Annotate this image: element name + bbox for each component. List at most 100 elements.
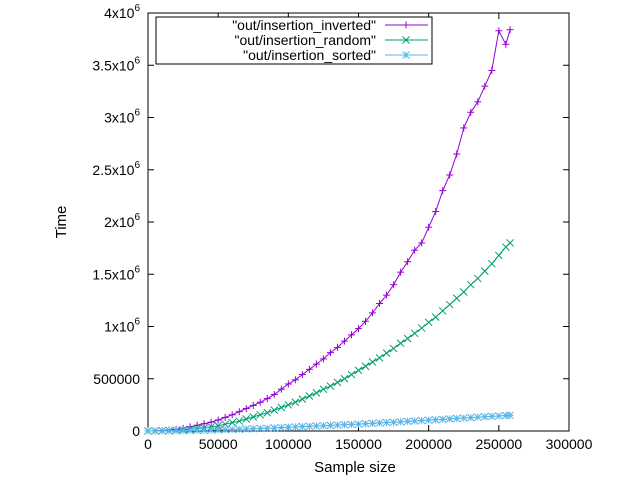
series-2: [144, 411, 514, 435]
series-layer: [144, 26, 514, 435]
y-tick-label: 3.5x106: [92, 55, 140, 73]
y-tick-label: 4x106: [104, 3, 140, 21]
data-point: [459, 288, 468, 296]
data-point: [411, 246, 419, 254]
data-point: [355, 325, 362, 333]
data-point: [340, 337, 348, 345]
data-point: [452, 414, 461, 423]
data-point: [242, 405, 250, 413]
data-point: [179, 426, 187, 435]
data-point: [270, 390, 278, 398]
data-point: [403, 334, 412, 343]
legend-label: "out/insertion_inverted": [232, 17, 376, 33]
data-point: [291, 376, 299, 384]
data-point: [431, 313, 440, 321]
data-point: [502, 40, 510, 48]
data-point: [256, 410, 265, 419]
data-point: [389, 418, 398, 427]
data-point: [354, 366, 363, 375]
y-tick-label-exponent: 6: [134, 108, 140, 119]
data-point: [347, 370, 356, 379]
data-point: [298, 422, 307, 431]
data-point: [445, 415, 454, 423]
data-point: [144, 427, 152, 435]
data-point: [390, 281, 398, 289]
data-point: [158, 427, 166, 435]
data-point: [326, 421, 335, 430]
data-point: [291, 423, 300, 431]
data-point: [242, 425, 251, 433]
data-point: [249, 401, 257, 409]
legend-label: "out/insertion_sorted": [243, 47, 376, 63]
data-point: [466, 280, 475, 289]
y-tick-label-base: 1x10: [104, 319, 135, 335]
data-point: [228, 411, 236, 419]
data-point: [453, 150, 461, 158]
data-point: [417, 416, 426, 425]
data-point: [333, 421, 342, 429]
data-point: [438, 415, 447, 424]
data-point: [487, 259, 496, 268]
data-point: [305, 365, 313, 373]
legend-marker: [402, 21, 410, 29]
data-point: [256, 398, 264, 406]
data-point: [305, 422, 314, 431]
legend-label: "out/insertion_random": [235, 32, 376, 48]
y-tick-label-exponent: 6: [134, 160, 140, 171]
data-point: [481, 82, 489, 90]
data-point: [263, 395, 271, 403]
data-point: [439, 187, 447, 195]
data-point: [347, 420, 356, 429]
data-point: [382, 349, 391, 358]
data-point: [333, 343, 341, 351]
x-axis-label: Sample size: [314, 459, 396, 476]
y-tick-label-base: 2.5x10: [92, 162, 134, 178]
data-point: [361, 419, 370, 428]
y-tick-label: 3x106: [104, 108, 140, 126]
data-point: [452, 294, 461, 303]
series-1: [144, 239, 514, 435]
x-tick-label: 250000: [475, 436, 522, 452]
data-point: [432, 208, 440, 216]
y-tick-label-exponent: 6: [134, 212, 140, 223]
data-point: [298, 371, 306, 379]
y-tick-label: 2x106: [104, 212, 140, 230]
y-tick-label-exponent: 6: [134, 55, 140, 66]
data-point: [312, 422, 321, 430]
y-tick-label-base: 0: [132, 423, 140, 439]
legend-marker: [402, 36, 410, 44]
y-tick-label: 0: [132, 423, 140, 439]
data-point: [207, 426, 216, 434]
data-point: [404, 258, 412, 266]
series-line: [147, 242, 511, 432]
data-point: [214, 416, 222, 424]
y-tick-label-base: 3.5x10: [92, 57, 134, 73]
y-tick-label-base: 1.5x10: [92, 266, 134, 282]
data-point: [396, 417, 405, 426]
data-point: [506, 411, 514, 420]
data-point: [326, 349, 334, 357]
y-axis: 05000001x1061.5x1062x1062.5x1063x1063.5x…: [92, 3, 569, 439]
data-point: [235, 408, 243, 416]
data-point: [382, 418, 391, 427]
data-point: [263, 408, 272, 417]
data-point: [459, 414, 468, 422]
data-point: [284, 401, 293, 409]
data-point: [221, 413, 229, 421]
data-point: [473, 413, 482, 422]
data-point: [506, 26, 514, 34]
data-point: [487, 412, 496, 421]
data-point: [362, 317, 370, 325]
y-tick-label: 500000: [93, 371, 140, 387]
data-point: [506, 239, 514, 247]
data-point: [410, 329, 419, 338]
data-point: [480, 267, 489, 275]
data-point: [312, 360, 320, 368]
data-point: [263, 424, 272, 433]
data-point: [333, 378, 342, 387]
data-point: [249, 424, 258, 433]
data-point: [319, 421, 328, 430]
data-point: [326, 382, 335, 390]
legend: "out/insertion_inverted""out/insertion_r…: [155, 16, 433, 65]
